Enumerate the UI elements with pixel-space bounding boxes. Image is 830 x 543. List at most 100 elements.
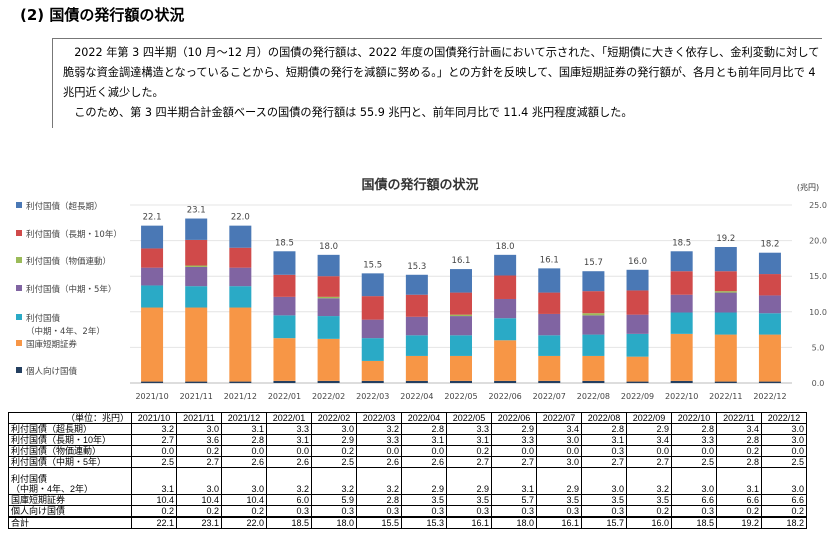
x-tick-label: 2021/12 [224,392,257,401]
bar-segment [494,318,517,341]
y-tick-label: 20.0 [809,237,827,246]
bar-segment [141,307,164,382]
table-cell: 5.9 [311,494,357,506]
bar-segment [405,380,428,383]
total-data-label: 15.7 [584,258,603,268]
legend-swatch [16,314,22,320]
bar-segment [450,335,472,356]
x-tick-label: 2022/04 [400,392,433,401]
bar-segment [582,380,605,383]
bar-segment [361,319,384,339]
bar-segment [714,247,737,272]
y-tick-label: 15.0 [809,272,827,281]
table-cell: 0.0 [356,445,402,457]
bar-segment [405,355,428,381]
table-cell: 0.3 [311,505,357,518]
y-tick-label: 5.0 [812,343,825,352]
table-cell: 3.1 [491,467,537,495]
bar-segment [758,274,781,296]
table-cell: 15.7 [581,516,627,529]
table-row: 利付国債（超長期） 3.2 3.0 3.1 3.3 3.0 3.2 2.8 3.3 2.9 3.4 2… [8,423,807,435]
table-cell: 18.2 [761,516,807,529]
table-cell: 3.0 [761,423,807,435]
table-cell: 6.6 [716,494,762,506]
bar-segment [229,286,252,308]
total-data-label: 19.2 [716,234,735,244]
x-tick-label: 2022/12 [753,392,786,401]
total-data-label: 15.3 [407,262,426,272]
table-cell: 2.8 [221,434,267,446]
y-tick-label: 10.0 [809,308,827,317]
column-header: 2022/08 [581,412,627,424]
bar-segment [450,314,472,317]
bar-segment [714,291,737,293]
x-tick-label: 2022/08 [577,392,610,401]
table-cell: 23.1 [176,516,222,529]
table-cell: 3.4 [716,423,762,435]
table-cell: 2.9 [626,423,672,435]
bar-segment [229,267,252,287]
bar-segment [185,381,208,383]
bar-segment [185,239,208,266]
column-header: 2021/11 [176,412,222,424]
table-cell: 3.3 [671,434,717,446]
bar-segment [185,266,208,287]
bar-segment [185,218,208,240]
bar-segment [273,274,296,297]
bar-segment [273,296,296,316]
y-tick-label: 25.0 [809,201,827,210]
column-header: 2022/10 [671,412,717,424]
bar-segment [538,355,561,381]
legend-label: 利付国債（物価連動） [26,256,111,267]
legend-swatch [16,230,22,236]
table-cell: 0.0 [221,445,267,457]
bar-segment [141,225,164,249]
row-label: 利付国債（長期・10年） [8,434,132,446]
table-cell: 0.2 [446,445,492,457]
bar-segment [185,265,208,267]
total-data-label: 16.1 [540,255,559,265]
paragraph: 2022 年第 3 四半期（10 月～12 月）の国債の発行額は、2022 年度… [63,46,820,99]
table-cell: 3.4 [536,423,582,435]
table-cell: 3.3 [266,423,312,435]
table-cell: 0.0 [626,445,672,457]
bar-segment [538,335,561,356]
total-data-label: 18.5 [672,238,691,248]
table-cell: 3.1 [581,434,627,446]
table-cell: 3.0 [176,423,222,435]
bar-segment [361,380,384,383]
legend-swatch [16,367,22,373]
bar-segment [582,313,605,316]
bar-segment [450,380,472,383]
table-cell: 2.6 [356,456,402,468]
table-cell: 10.4 [221,494,267,506]
table-cell: 2.8 [716,434,762,446]
bond-issuance-chart: 国債の発行額の状況 (兆円) 0.0 5.0 10.0 15.0 20.0 25.0 22.1 2… [16,177,827,401]
table-cell: 0.2 [131,505,177,518]
bar-segment [714,312,737,335]
table-cell: 0.0 [671,445,717,457]
table-cell: 3.5 [401,494,447,506]
bar-segment [714,271,737,292]
column-header: 2022/03 [356,412,402,424]
column-header: 2022/01 [266,412,312,424]
bar-segment [317,316,340,339]
bar-segment [758,334,781,382]
bar-segment [141,267,164,286]
bar-segment [405,274,428,295]
unit-header: （単位：兆円） [8,412,132,424]
bar-segment [317,338,340,381]
bar-segment [141,285,164,308]
table-cell: 0.3 [671,505,717,518]
bar-segment [582,271,605,292]
paragraph: このため、第 3 四半期合計金額ベースの国債の発行額は 55.9 兆円と、前年同… [74,106,633,119]
table-row: 個人向け国債 0.2 0.2 0.2 0.3 0.3 0.3 0.3 0.3 0.3 0.3 0.3 0… [8,505,807,518]
bar-segment [361,360,384,381]
table-cell: 3.1 [266,434,312,446]
bar-segment [317,296,340,299]
bar-segment [317,380,340,383]
total-data-label: 18.2 [760,240,779,250]
bar-segment [538,313,561,336]
table-cell: 3.5 [581,494,627,506]
x-tick-label: 2022/10 [665,392,698,401]
